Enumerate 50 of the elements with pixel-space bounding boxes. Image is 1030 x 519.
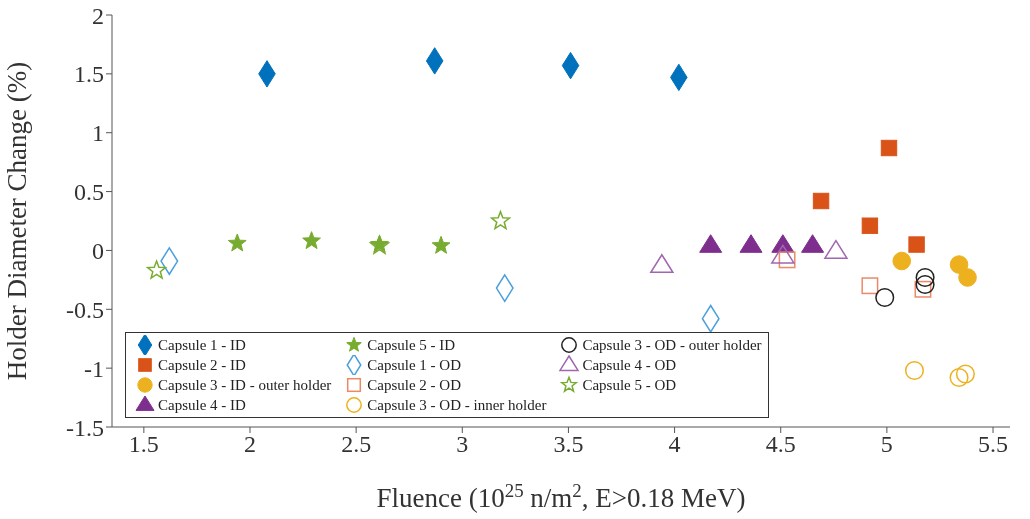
x-tick-label: 2.5 (341, 431, 372, 458)
legend-label: Capsule 5 - OD (582, 376, 677, 394)
y-tick-label: 1 (92, 120, 104, 147)
point (958, 268, 977, 287)
x-axis-title: Fluence (10$^{25}$ n/m$^{2}$, E>0.18 MeV) (376, 479, 746, 513)
point (915, 275, 935, 295)
point (915, 267, 935, 288)
legend-label: Capsule 1 - OD (367, 356, 462, 374)
point (302, 231, 321, 250)
point (812, 192, 830, 210)
x-tick-label: 4.5 (765, 431, 796, 458)
legend-label: Capsule 2 - OD (367, 376, 462, 394)
point (431, 235, 451, 254)
legend-label: Capsule 4 - ID (158, 396, 246, 414)
x-tick-label: 1.5 (128, 431, 159, 458)
point (892, 251, 912, 271)
legend-label: Capsule 3 - OD - outer holder (582, 336, 762, 354)
point (227, 233, 247, 252)
x-tick-label: 5.5 (978, 431, 1009, 458)
point (880, 139, 898, 157)
y-tick-label: 0 (92, 237, 104, 264)
point (955, 364, 975, 384)
legend-label: Capsule 5 - ID (367, 336, 456, 354)
x-tick-label: 3 (456, 431, 469, 458)
x-tick-label: 3.5 (553, 431, 584, 458)
point (146, 260, 167, 279)
legend-label: Capsule 1 - ID (158, 336, 246, 354)
legend-label: Capsule 4 - OD (582, 356, 677, 374)
y-axis-title: Holder Diameter Change (%) (2, 61, 33, 381)
point (875, 287, 895, 308)
y-tick-label: -1.5 (66, 414, 104, 441)
x-tick-label: 5 (880, 431, 893, 458)
point (949, 368, 969, 388)
point (904, 360, 925, 381)
point (908, 236, 925, 253)
x-tick-label: 4 (668, 431, 681, 458)
legend-label: Capsule 3 - OD - inner holder (367, 396, 547, 414)
legend-label: Capsule 3 - ID - outer holder (158, 376, 332, 394)
point (861, 277, 879, 295)
y-tick-label: 0.5 (74, 179, 104, 206)
legend-label: Capsule 2 - ID (158, 356, 246, 374)
y-tick-label: 1.5 (74, 61, 104, 88)
y-tick-label: -0.5 (66, 296, 104, 323)
point (949, 255, 969, 274)
y-tick-label: 2 (92, 2, 104, 29)
point (861, 217, 879, 234)
point (490, 210, 511, 230)
x-tick-label: 2 (243, 431, 256, 458)
point (914, 280, 932, 298)
y-tick-label: -1 (84, 355, 104, 382)
